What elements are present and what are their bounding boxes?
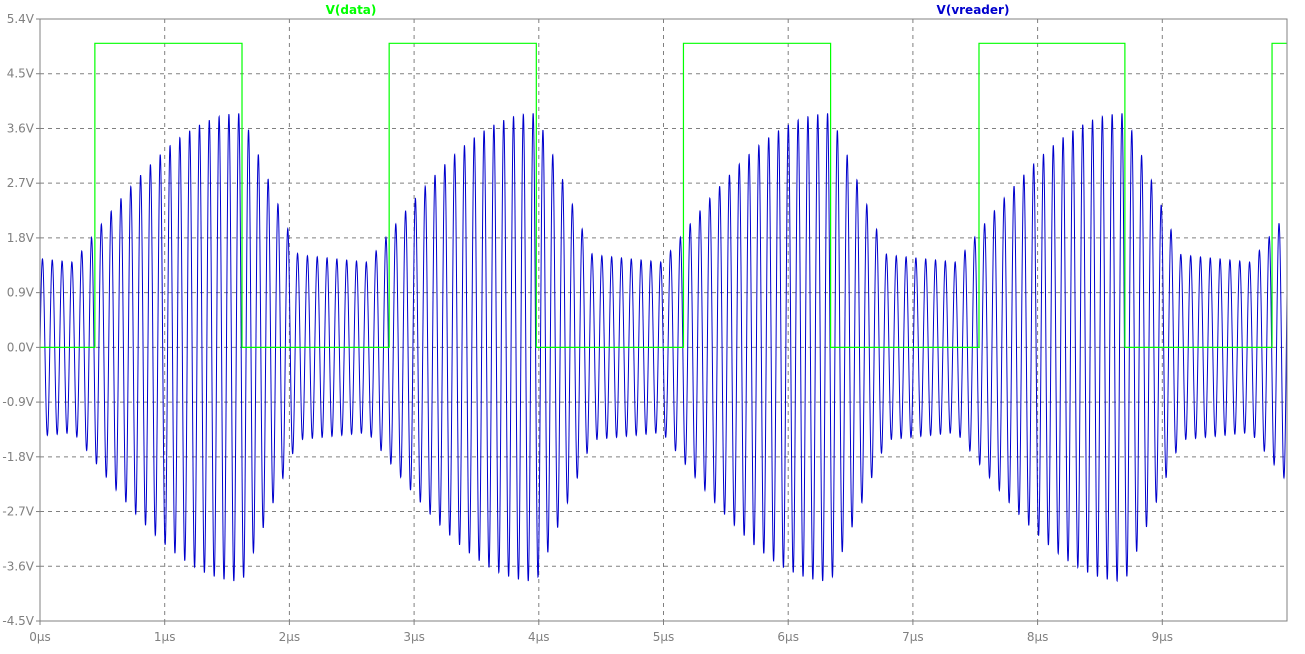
y-tick-label: -4.5V (2, 614, 34, 628)
x-tick-label: 3µs (403, 630, 425, 644)
y-tick-label: 4.5V (7, 67, 35, 81)
x-tick-label: 5µs (653, 630, 675, 644)
x-tick-label: 4µs (528, 630, 550, 644)
axes: 5.4V 4.5V 3.6V 2.7V 1.8V 0.9V 0.0V -0.9V -1.8V -2… (2, 12, 1288, 644)
legend-v-vreader[interactable]: V(vreader) (937, 3, 1010, 17)
x-tick-label: 9µs (1152, 630, 1174, 644)
y-tick-label: -2.7V (2, 505, 34, 519)
y-tick-label: -3.6V (2, 559, 34, 573)
x-tick-label: 0µs (29, 630, 51, 644)
plot-frame (39, 18, 1288, 622)
y-tick-label: 2.7V (7, 176, 35, 190)
y-tick-label: -1.8V (2, 450, 34, 464)
traces (39, 42, 1288, 583)
y-tick-label: 3.6V (7, 121, 35, 135)
x-tick-label: 8µs (1027, 630, 1049, 644)
y-tick-label: 0.0V (7, 340, 35, 354)
trace-v-vreader[interactable] (39, 113, 1288, 583)
x-tick-label: 6µs (777, 630, 799, 644)
legend-v-data[interactable]: V(data) (326, 3, 377, 17)
x-tick-label: 7µs (902, 630, 924, 644)
trace-v-data[interactable] (40, 42, 1287, 348)
x-tick-label: 1µs (154, 630, 176, 644)
trace-legend: V(data) V(vreader) (326, 3, 1010, 17)
y-tick-label: -0.9V (2, 395, 34, 409)
y-tick-label: 1.8V (7, 231, 35, 245)
y-tick-label: 0.9V (7, 286, 35, 300)
x-tick-label: 2µs (279, 630, 301, 644)
y-tick-label: 5.4V (7, 12, 35, 26)
